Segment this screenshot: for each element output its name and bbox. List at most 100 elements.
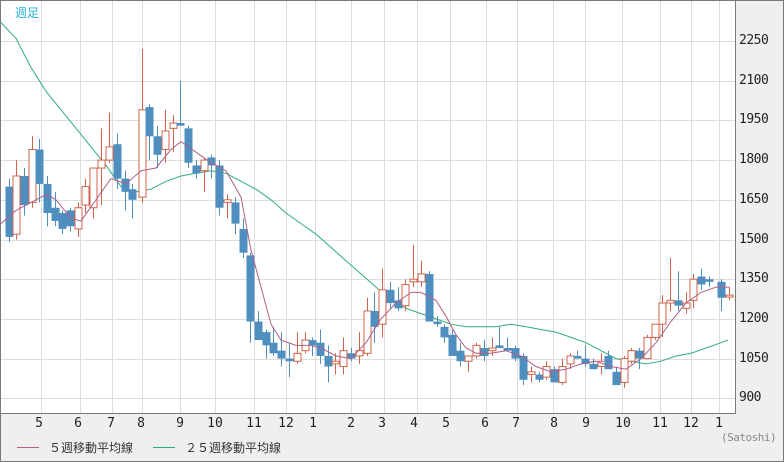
candle-body-up [689,278,698,301]
x-tick-label: 12 [683,416,699,431]
x-tick-label: 5 [35,416,43,431]
candle-body-up [12,175,21,235]
candle-body-down [717,281,726,298]
ma5-line [1,140,729,373]
candle-body-up [81,186,90,206]
candle-body-down [254,321,263,341]
candle-body-down [277,350,286,359]
plot-area [1,1,736,414]
candle-body-down [697,276,706,285]
x-tick-label: 7 [107,416,115,431]
candle-body-up [355,350,364,357]
x-tick-label: 10 [615,416,631,431]
candle-body-down [495,345,504,349]
legend-ma5: ５週移動平均線 [17,439,133,456]
candle-body-down [308,340,317,346]
candle-body-up [464,355,473,362]
x-tick-label: 8 [550,416,558,431]
candle-body-up [488,347,497,352]
candle-body-up [200,159,209,172]
candle-body-down [324,355,333,367]
candlestick-chart [1,1,735,413]
legend-ma25: ２５週移動平均線 [153,439,281,456]
candle-body-up [472,344,481,357]
candle-body-down [612,371,621,386]
x-tick-label: 2 [347,416,355,431]
candle-body-down [589,363,598,370]
x-tick-label: 6 [481,416,489,431]
candle-body-down [503,348,512,351]
x-tick-label: 9 [582,416,590,431]
candle-body-down [246,255,255,322]
candle-body-up [409,278,418,283]
candle-body-down [128,189,137,200]
candle-body-down [674,300,683,306]
y-tick-label: 1500 [739,231,769,247]
candle-body-down [145,107,154,137]
candle-body-up [363,310,372,354]
x-tick-label: 1 [715,416,723,431]
y-tick-label: 1800 [739,152,769,168]
candle-body-up [542,366,551,378]
y-tick-label: 2100 [739,72,769,88]
candle-body-down [604,355,613,370]
unit-label: (Satoshi) [721,431,777,444]
candle-body-up [331,360,340,365]
candle-body-down [347,353,356,359]
y-tick-label: 900 [739,390,761,406]
candle-body-down [394,300,403,309]
x-tick-label: 11 [246,416,262,431]
candle-body-down [20,175,29,206]
x-tick-label: 8 [137,416,145,431]
candle-body-down [285,358,294,362]
candle-body-down [43,183,52,214]
legend-ma25-label: ２５週移動平均線 [185,441,282,455]
candle-body-up [28,149,37,203]
candle-body-down [433,321,442,325]
candle-body-up [666,299,675,304]
candle-body-down [231,202,240,224]
x-tick-label: 7 [512,416,520,431]
candle-body-down [58,213,67,229]
legend-ma5-label: ５週移動平均線 [49,441,134,455]
candle-body-up [558,366,567,383]
candle-body-up [627,350,636,362]
candle-body-down [440,326,449,338]
y-tick-label: 1200 [739,310,769,326]
candle-body-down [239,228,248,253]
x-tick-label: 1 [309,416,317,431]
candle-body-down [448,334,457,356]
candle-body-down [511,348,520,359]
candle-body-down [370,310,379,327]
candle-body-up [161,130,170,151]
candle-body-up [339,350,348,368]
candle-body-down [262,332,271,346]
candle-body-down [456,350,465,362]
x-tick-label: 12 [278,416,294,431]
candle-body-up [527,371,536,375]
candle-body-up [401,283,410,307]
y-tick-label: 2250 [739,33,769,48]
candle-body-up [643,336,652,360]
ma25-swatch-icon [153,447,175,448]
candle-body-up [293,352,302,362]
y-tick-label: 1950 [739,112,769,128]
candle-body-down [316,342,325,356]
x-tick-label: 3 [378,416,386,431]
candle-body-up [223,199,232,203]
candle-body-up [620,358,629,383]
candle-body-up [417,273,426,283]
candle-body-up [105,146,114,161]
candle-body-down [269,342,278,354]
candle-body-down [215,165,224,208]
candle-body-down [192,165,201,174]
candle-body-up [566,355,575,365]
candle-body-down [153,136,162,155]
candle-body-down [519,355,528,380]
period-label: 週足 [15,6,40,20]
candle-body-up [725,294,734,298]
candle-body-down [705,279,714,282]
x-tick-label: 9 [176,416,184,431]
candle-body-down [386,289,395,304]
candle-body-up [89,167,98,209]
